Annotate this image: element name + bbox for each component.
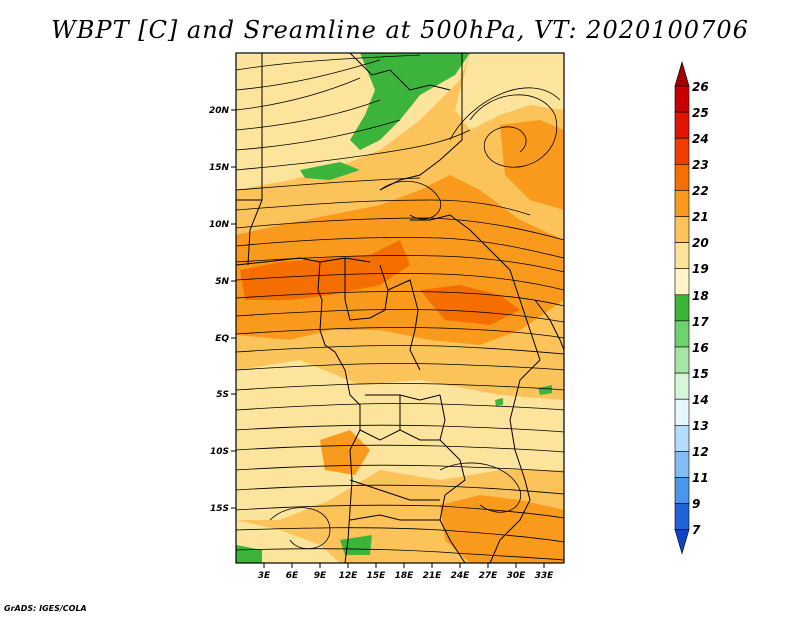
lon-label: 9E bbox=[314, 571, 327, 581]
colorbar-segment bbox=[674, 294, 690, 322]
lat-label: 20N bbox=[209, 106, 230, 116]
colorbar-label: 19 bbox=[692, 262, 709, 276]
colorbar bbox=[674, 60, 690, 555]
lat-labels: 20N 15N 10N 5N EQ 5S 10S 15S bbox=[209, 106, 230, 514]
lon-label: 15E bbox=[367, 571, 387, 581]
lon-label: 30E bbox=[507, 571, 527, 581]
colorbar-segment bbox=[674, 477, 690, 504]
wbpt-fill-green-strip bbox=[300, 162, 360, 180]
colorbar-segment bbox=[674, 451, 690, 478]
colorbar-label: 11 bbox=[692, 471, 709, 485]
lon-label: 18E bbox=[395, 571, 415, 581]
colorbar-segment bbox=[674, 346, 690, 374]
colorbar-label: 23 bbox=[692, 158, 709, 172]
lat-label: 15S bbox=[210, 504, 229, 514]
chart-title: WBPT [C] and Sreamline at 500hPa, VT: 20… bbox=[51, 16, 749, 44]
colorbar-segment bbox=[674, 503, 690, 531]
colorbar-label: 15 bbox=[692, 367, 709, 381]
lat-label: 5S bbox=[216, 390, 229, 400]
footer-credit: GrADS: IGES/COLA bbox=[4, 604, 87, 613]
colorbar-label: 22 bbox=[692, 184, 709, 198]
wbpt-fill-warm-ne bbox=[500, 120, 564, 210]
colorbar-segment bbox=[674, 216, 690, 243]
colorbar-top-triangle bbox=[674, 60, 690, 87]
colorbar-label: 13 bbox=[692, 419, 709, 433]
lon-label: 33E bbox=[535, 571, 555, 581]
lon-label: 6E bbox=[286, 571, 299, 581]
map-frame bbox=[235, 52, 565, 564]
wbpt-fill-warm-se bbox=[440, 495, 564, 563]
lat-label: 15N bbox=[209, 163, 230, 173]
colorbar-label: 18 bbox=[692, 289, 709, 303]
colorbar-segment bbox=[674, 398, 690, 426]
colorbar-bottom-triangle bbox=[674, 529, 690, 555]
wbpt-fill-pale-ne bbox=[455, 53, 564, 130]
colorbar-label: 20 bbox=[692, 236, 709, 250]
lon-label: 24E bbox=[451, 571, 471, 581]
colorbar-segment bbox=[674, 164, 690, 191]
colorbar-label: 24 bbox=[692, 132, 709, 146]
colorbar-label: 17 bbox=[692, 315, 709, 329]
lat-label: 5N bbox=[215, 277, 229, 287]
lon-label: 12E bbox=[339, 571, 359, 581]
colorbar-label: 16 bbox=[692, 341, 709, 355]
wbpt-fill-pale-south bbox=[236, 360, 564, 520]
lat-label: 10S bbox=[210, 447, 229, 457]
lon-label: 3E bbox=[258, 571, 271, 581]
wbpt-fill-hot-core bbox=[240, 240, 410, 300]
borders bbox=[236, 53, 564, 563]
streamlines bbox=[236, 54, 564, 561]
colorbar-label: 26 bbox=[692, 80, 709, 94]
lon-ticks bbox=[263, 563, 545, 568]
colorbar-segment bbox=[674, 372, 690, 400]
colorbar-label: 12 bbox=[692, 445, 709, 459]
lat-label: 10N bbox=[209, 220, 230, 230]
lon-labels: 3E 6E 9E 12E 15E 18E 21E 24E 27E 30E 33E bbox=[258, 571, 554, 581]
colorbar-segment bbox=[674, 111, 690, 139]
colorbar-label: 25 bbox=[692, 106, 709, 120]
colorbar-segment bbox=[674, 424, 690, 452]
colorbar-label: 7 bbox=[692, 523, 701, 537]
colorbar-segment bbox=[674, 137, 690, 165]
colorbar-label: 21 bbox=[692, 210, 709, 224]
colorbar-label: 9 bbox=[692, 497, 701, 511]
lat-label: EQ bbox=[215, 334, 229, 344]
colorbar-label: 14 bbox=[692, 393, 709, 407]
colorbar-segment bbox=[674, 242, 690, 270]
map-panel bbox=[236, 53, 564, 563]
wbpt-fill-green-e2 bbox=[495, 398, 503, 406]
wbpt-fill-warm-s bbox=[320, 430, 370, 475]
lat-ticks bbox=[231, 109, 236, 509]
colorbar-segment bbox=[674, 320, 690, 348]
wbpt-fill-green-e bbox=[538, 385, 552, 395]
colorbar-segment bbox=[674, 268, 690, 296]
lon-label: 21E bbox=[423, 571, 443, 581]
colorbar-segment bbox=[674, 85, 690, 113]
lon-label: 27E bbox=[479, 571, 499, 581]
colorbar-segment bbox=[674, 190, 690, 217]
